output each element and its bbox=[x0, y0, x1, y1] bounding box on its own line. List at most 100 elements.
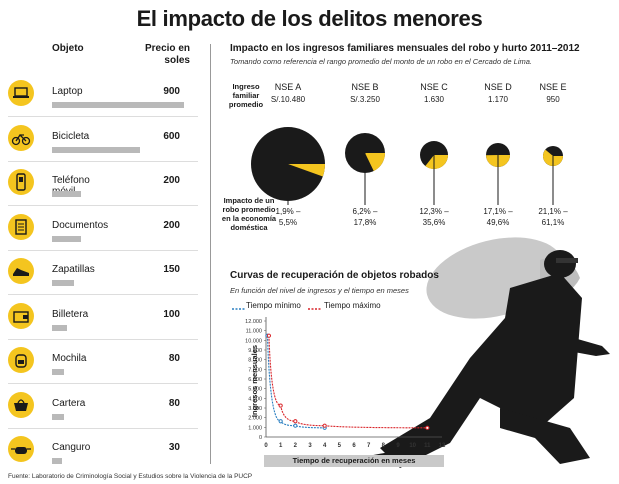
thief-illustration bbox=[368, 237, 610, 468]
legend-min-label: Tiempo mínimo bbox=[246, 301, 301, 310]
bicycle-icon-glyph bbox=[11, 133, 31, 145]
objeto-header: Objeto bbox=[52, 43, 84, 54]
fanny-pack-icon bbox=[8, 436, 34, 462]
nse-range-max: 49,6% bbox=[486, 218, 510, 227]
handbag-icon bbox=[8, 391, 34, 418]
row-divider bbox=[8, 338, 198, 340]
nse-income: 950 bbox=[546, 95, 560, 104]
item-price: 30 bbox=[168, 442, 180, 453]
price-bar bbox=[52, 369, 64, 375]
item-price: 80 bbox=[168, 353, 180, 364]
row-divider bbox=[8, 205, 198, 206]
item-price: 900 bbox=[163, 86, 180, 97]
x-tick-label: 11 bbox=[424, 443, 431, 449]
pie-slice-impact bbox=[425, 155, 448, 169]
item-name: Documentos bbox=[52, 219, 109, 231]
recovery-title: Curvas de recuperación de objetos robado… bbox=[230, 270, 439, 281]
series-line-max bbox=[268, 335, 428, 429]
recovery-ylabel: Ingresos mensuales bbox=[250, 344, 259, 418]
price-bar bbox=[52, 324, 67, 331]
x-tick-label: 10 bbox=[409, 443, 416, 449]
fanny-pack-icon-glyph bbox=[11, 447, 31, 454]
nse-range-max: 35,6% bbox=[422, 218, 446, 227]
phone-icon-glyph bbox=[16, 173, 26, 191]
series-point bbox=[322, 423, 327, 428]
y-tick-label: 1.000 bbox=[248, 425, 262, 431]
series-point bbox=[278, 403, 283, 408]
source-note: Fuente: Laboratorio de Criminología Soci… bbox=[8, 473, 253, 480]
item-price: 200 bbox=[163, 175, 180, 186]
x-tick-label: 6 bbox=[352, 443, 356, 449]
page-title: El impacto de los delitos menores bbox=[136, 6, 483, 31]
wallet-icon bbox=[8, 302, 34, 329]
item-name: Zapatillas bbox=[52, 264, 95, 275]
y-tick-label: 0 bbox=[259, 435, 262, 441]
y-tick-label: 2.000 bbox=[248, 416, 262, 422]
recovery-subtitle: En función del nivel de ingresos y el ti… bbox=[230, 286, 409, 295]
impact-note: Tomando como referencia el rango promedi… bbox=[230, 57, 532, 66]
documents-icon bbox=[8, 213, 34, 240]
nse-income: 1.170 bbox=[487, 95, 509, 104]
item-price: 600 bbox=[163, 130, 180, 142]
item-name: Canguro bbox=[52, 442, 91, 453]
x-tick-label: 2 bbox=[294, 443, 298, 449]
precio-header: Precio en soles bbox=[144, 43, 190, 66]
x-tick-label: 8 bbox=[382, 443, 386, 449]
x-tick-label: 5 bbox=[338, 443, 342, 449]
item-name: Cartera bbox=[52, 397, 86, 409]
nse-range-min: 12,3% – bbox=[419, 207, 449, 216]
documents-icon-glyph bbox=[15, 218, 27, 235]
recovery-xlabel: Tiempo de recuperación en meses bbox=[264, 455, 444, 467]
y-tick-label: 3.000 bbox=[248, 406, 262, 412]
price-bar bbox=[52, 102, 184, 108]
y-tick-label: 7.000 bbox=[248, 367, 262, 373]
series-point bbox=[293, 423, 298, 428]
y-tick-label: 6.000 bbox=[248, 377, 262, 383]
impact-title: Impacto en los ingresos familiares mensu… bbox=[230, 43, 580, 54]
row-divider bbox=[8, 249, 198, 251]
series-point bbox=[278, 419, 283, 424]
backpack-icon-glyph bbox=[15, 354, 27, 368]
row-divider bbox=[8, 116, 198, 117]
item-price: 100 bbox=[163, 308, 180, 320]
nse-range-max: 17,8% bbox=[353, 218, 377, 227]
row-divider bbox=[8, 160, 198, 162]
bicycle-icon bbox=[8, 124, 34, 151]
row-divider bbox=[8, 294, 198, 295]
laptop-icon bbox=[8, 80, 34, 106]
nse-range-max: 5,5% bbox=[278, 218, 298, 227]
item-price: 80 bbox=[168, 397, 180, 409]
series-line-min bbox=[266, 335, 325, 429]
y-tick-label: 11.000 bbox=[246, 329, 262, 335]
nse-income: 1.630 bbox=[423, 95, 445, 104]
legend-max-label: Tiempo máximo bbox=[324, 301, 381, 310]
item-price: 150 bbox=[163, 264, 180, 275]
row-divider bbox=[8, 383, 198, 384]
sneaker-icon bbox=[8, 258, 34, 284]
series-point bbox=[293, 419, 298, 424]
x-tick-label: 3 bbox=[308, 443, 312, 449]
x-tick-label: 9 bbox=[396, 443, 400, 449]
divider bbox=[210, 44, 211, 464]
item-name: Mochila bbox=[52, 353, 87, 364]
nse-name: NSE D bbox=[484, 82, 512, 92]
row-divider bbox=[8, 427, 198, 429]
price-bar bbox=[52, 235, 82, 242]
nse-name: NSE C bbox=[420, 82, 448, 92]
y-tick-label: 4.000 bbox=[248, 396, 262, 402]
x-tick-label: 4 bbox=[323, 443, 327, 449]
item-name: Billetera bbox=[52, 308, 89, 320]
item-name: Laptop bbox=[52, 86, 83, 97]
price-bar bbox=[52, 280, 74, 286]
handbag-icon-glyph bbox=[14, 398, 28, 411]
nse-range-max: 61,1% bbox=[541, 218, 565, 227]
pie-slice-impact bbox=[365, 153, 385, 171]
nse-name: NSE E bbox=[539, 82, 567, 92]
impact-row-label: Impacto de un robo promedio en la econom… bbox=[221, 196, 277, 232]
wallet-icon-glyph bbox=[13, 310, 29, 323]
phone-icon bbox=[8, 169, 34, 195]
income-row-label: Ingreso familiar promedio bbox=[228, 82, 264, 109]
